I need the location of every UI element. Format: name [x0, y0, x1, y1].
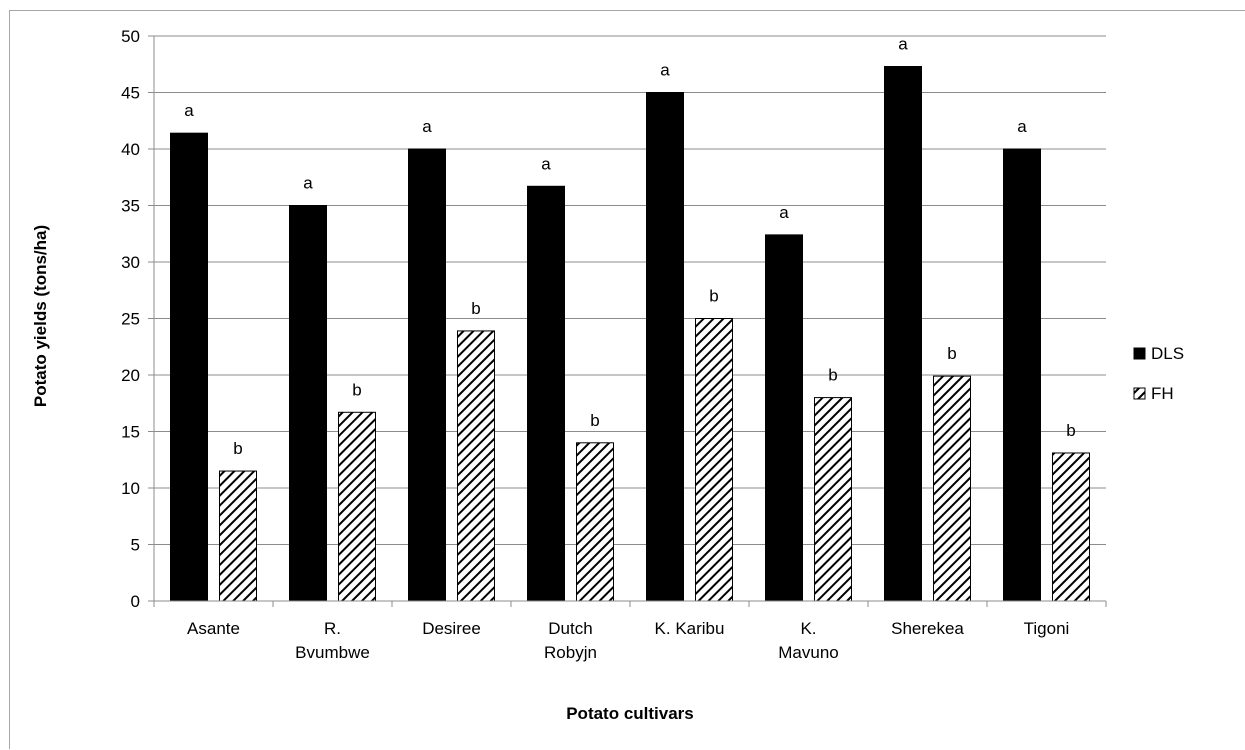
bar-dls	[646, 92, 684, 602]
y-tick-label: 10	[121, 479, 140, 498]
x-tick-label: Asante	[187, 619, 240, 638]
x-tick-label: Sherekea	[891, 619, 964, 638]
bar-labels: a b a b a b a b a b a b a b a b	[184, 35, 1075, 459]
significance-label: b	[352, 380, 361, 399]
legend-swatch-dls	[1133, 347, 1146, 360]
x-axis-title: Potato cultivars	[566, 704, 694, 723]
y-tick-label: 5	[131, 536, 140, 555]
bars	[170, 66, 1090, 602]
legend: DLS FH	[1133, 344, 1184, 403]
bar-dls	[289, 205, 327, 602]
bar-chart: 0 5 10 15 20 25 30 35 40 45 50 Asante R. Bvumbwe Desir…	[31, 27, 1184, 723]
bar-dls	[408, 148, 446, 602]
bar-fh	[933, 375, 971, 602]
bar-fh	[814, 397, 852, 602]
significance-label: a	[541, 154, 551, 173]
x-tick-label: K. Karibu	[655, 619, 725, 638]
y-tick-label: 35	[121, 197, 140, 216]
significance-label: a	[1017, 117, 1027, 136]
significance-label: a	[779, 203, 789, 222]
bar-dls	[884, 66, 922, 602]
y-tick-label: 25	[121, 310, 140, 329]
y-tick-label: 40	[121, 140, 140, 159]
significance-label: b	[590, 411, 599, 430]
x-tick-label: Mavuno	[778, 643, 838, 662]
significance-label: b	[828, 366, 837, 385]
significance-label: b	[947, 344, 956, 363]
significance-label: b	[471, 299, 480, 318]
legend-label: DLS	[1151, 344, 1184, 363]
significance-label: a	[660, 61, 670, 80]
bar-fh	[219, 470, 257, 602]
x-tick-label: K.	[800, 619, 816, 638]
bar-fh	[695, 318, 733, 602]
y-tick-label: 45	[121, 84, 140, 103]
significance-label: b	[233, 439, 242, 458]
bar-dls	[1003, 148, 1041, 602]
bar-fh	[576, 442, 614, 602]
chart-frame: 0 5 10 15 20 25 30 35 40 45 50 Asante R. Bvumbwe Desir…	[9, 10, 1245, 749]
x-tick-label: Desiree	[422, 619, 481, 638]
x-tick-label: Bvumbwe	[295, 643, 370, 662]
legend-label: FH	[1151, 384, 1174, 403]
legend-swatch-fh	[1133, 387, 1146, 400]
bar-fh	[457, 330, 495, 602]
significance-label: a	[303, 174, 313, 193]
y-axis-title: Potato yields (tons/ha)	[31, 225, 50, 407]
x-tick-label: Tigoni	[1024, 619, 1070, 638]
x-tick-label: Dutch	[548, 619, 592, 638]
significance-label: a	[422, 117, 432, 136]
x-tick-label: R.	[324, 619, 341, 638]
y-tick-label: 0	[131, 592, 140, 611]
significance-label: a	[898, 35, 908, 54]
y-tick-label: 20	[121, 366, 140, 385]
y-tick-label: 50	[121, 27, 140, 46]
bar-fh	[338, 411, 376, 602]
y-tick-label: 15	[121, 423, 140, 442]
significance-label: a	[184, 101, 194, 120]
significance-label: b	[1066, 421, 1075, 440]
bar-fh	[1052, 452, 1090, 602]
axes: 0 5 10 15 20 25 30 35 40 45 50 Asante R. Bvumbwe Desir…	[121, 27, 1107, 662]
x-tick-label: Robyjn	[544, 643, 597, 662]
bar-dls	[170, 132, 208, 602]
significance-label: b	[709, 287, 718, 306]
bar-dls	[527, 185, 565, 602]
bar-dls	[765, 234, 803, 602]
y-tick-label: 30	[121, 253, 140, 272]
